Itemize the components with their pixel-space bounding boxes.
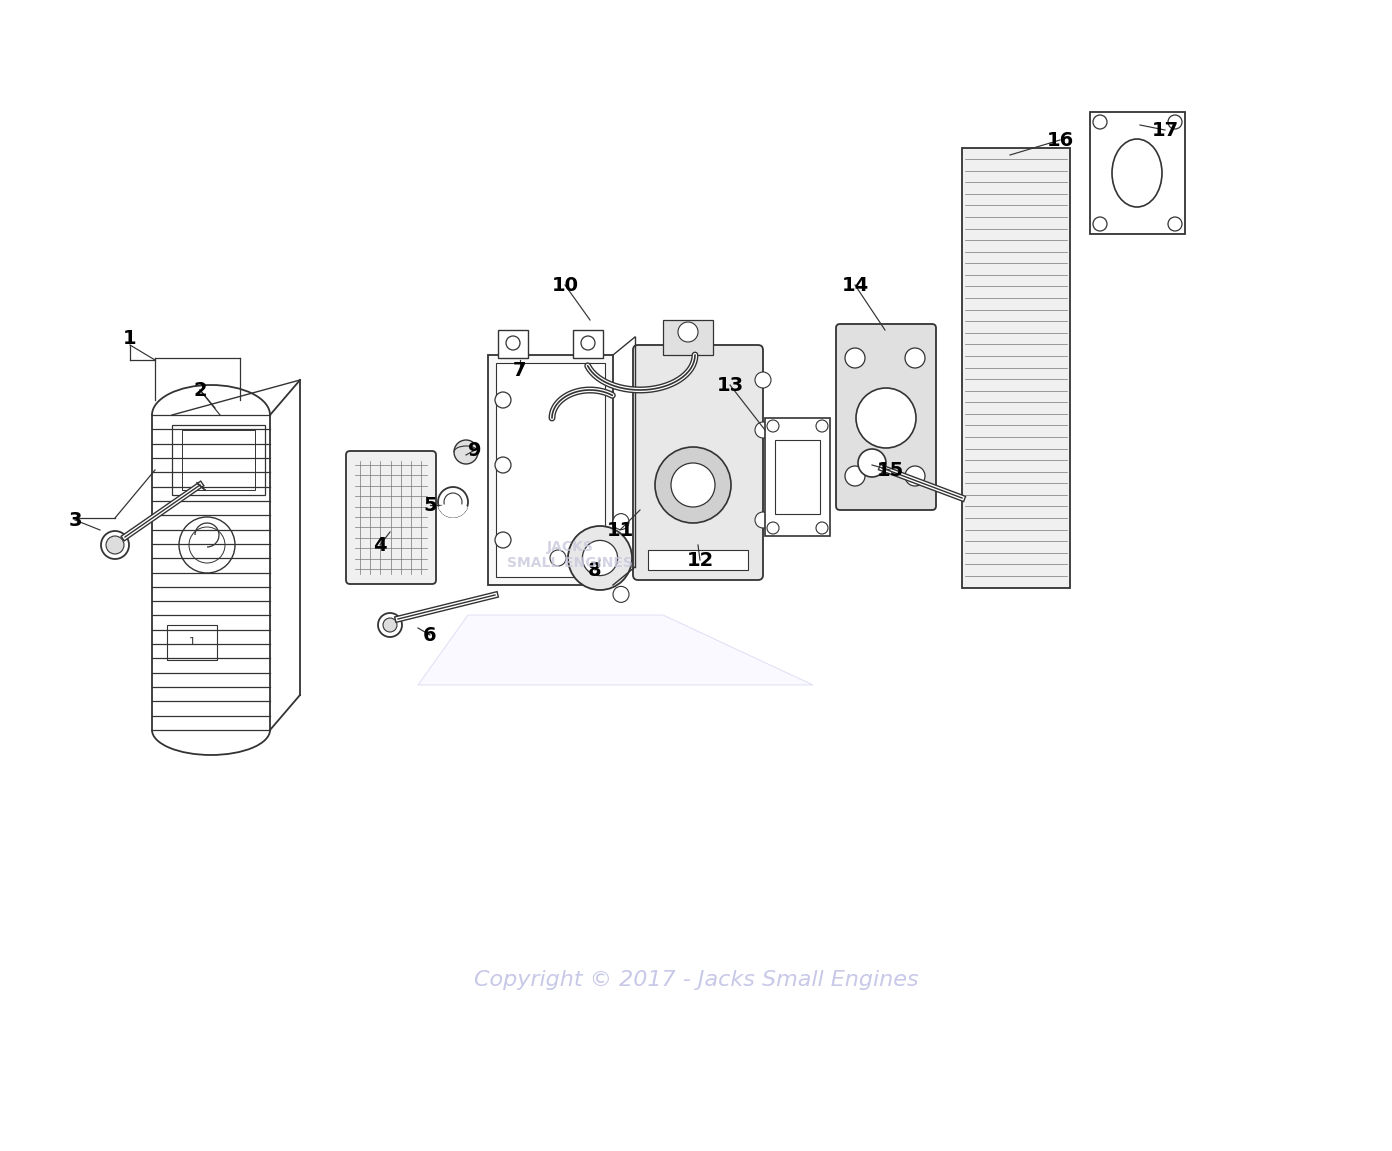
Text: 3: 3 xyxy=(68,511,82,529)
Text: 12: 12 xyxy=(686,550,714,570)
Bar xyxy=(489,355,612,585)
Text: 1: 1 xyxy=(122,328,136,348)
Circle shape xyxy=(180,517,235,573)
Text: 10: 10 xyxy=(551,275,579,295)
Text: 9: 9 xyxy=(468,441,482,459)
Text: 6: 6 xyxy=(423,625,437,645)
Bar xyxy=(173,425,264,495)
Circle shape xyxy=(905,348,926,368)
Circle shape xyxy=(816,523,828,534)
Circle shape xyxy=(816,420,828,432)
Circle shape xyxy=(754,422,771,439)
Circle shape xyxy=(550,550,567,566)
Circle shape xyxy=(444,493,462,511)
Bar xyxy=(962,148,1070,588)
Circle shape xyxy=(754,512,771,528)
Bar xyxy=(574,330,603,358)
Circle shape xyxy=(582,541,618,576)
Circle shape xyxy=(189,527,226,563)
Bar xyxy=(182,430,255,490)
Wedge shape xyxy=(438,502,468,517)
Bar xyxy=(663,320,713,355)
Circle shape xyxy=(845,466,864,486)
Bar xyxy=(766,418,830,536)
Circle shape xyxy=(1093,218,1107,231)
Text: 14: 14 xyxy=(841,275,869,295)
Circle shape xyxy=(905,466,926,486)
Circle shape xyxy=(383,618,397,632)
Circle shape xyxy=(612,586,629,602)
Bar xyxy=(498,330,528,358)
FancyBboxPatch shape xyxy=(633,345,763,580)
Circle shape xyxy=(454,440,477,464)
Text: 15: 15 xyxy=(877,460,903,480)
Text: 5: 5 xyxy=(423,495,437,514)
Circle shape xyxy=(767,420,780,432)
Text: 13: 13 xyxy=(717,375,743,395)
Polygon shape xyxy=(418,615,813,685)
Circle shape xyxy=(496,392,511,407)
Circle shape xyxy=(438,487,468,517)
FancyBboxPatch shape xyxy=(837,323,935,510)
Text: 16: 16 xyxy=(1047,130,1073,150)
Bar xyxy=(649,550,748,570)
Circle shape xyxy=(845,348,864,368)
Bar xyxy=(496,363,606,577)
Bar xyxy=(167,625,217,660)
Circle shape xyxy=(678,322,697,342)
Circle shape xyxy=(754,372,771,388)
Text: 4: 4 xyxy=(373,535,387,555)
Circle shape xyxy=(767,523,780,534)
Circle shape xyxy=(1168,115,1182,129)
Bar xyxy=(775,440,820,514)
Text: 1: 1 xyxy=(188,637,195,647)
Ellipse shape xyxy=(1112,139,1162,207)
Circle shape xyxy=(857,449,885,477)
Text: 7: 7 xyxy=(514,360,526,380)
Text: JACKS
SMALL ENGINES: JACKS SMALL ENGINES xyxy=(507,540,633,570)
Circle shape xyxy=(106,536,124,554)
Bar xyxy=(1090,112,1185,234)
Circle shape xyxy=(612,513,629,529)
Circle shape xyxy=(568,526,632,590)
Circle shape xyxy=(507,336,521,350)
Text: Copyright © 2017 - Jacks Small Engines: Copyright © 2017 - Jacks Small Engines xyxy=(473,970,919,990)
Circle shape xyxy=(496,457,511,473)
Text: 11: 11 xyxy=(607,520,633,540)
Text: 8: 8 xyxy=(589,561,601,579)
Circle shape xyxy=(102,531,129,559)
Text: 17: 17 xyxy=(1151,121,1179,139)
FancyBboxPatch shape xyxy=(347,451,436,584)
Circle shape xyxy=(580,336,594,350)
Circle shape xyxy=(671,463,715,506)
Circle shape xyxy=(856,388,916,448)
Circle shape xyxy=(379,613,402,637)
Circle shape xyxy=(496,532,511,548)
Circle shape xyxy=(1093,115,1107,129)
Text: 2: 2 xyxy=(193,381,207,399)
Circle shape xyxy=(1168,218,1182,231)
Circle shape xyxy=(656,447,731,523)
